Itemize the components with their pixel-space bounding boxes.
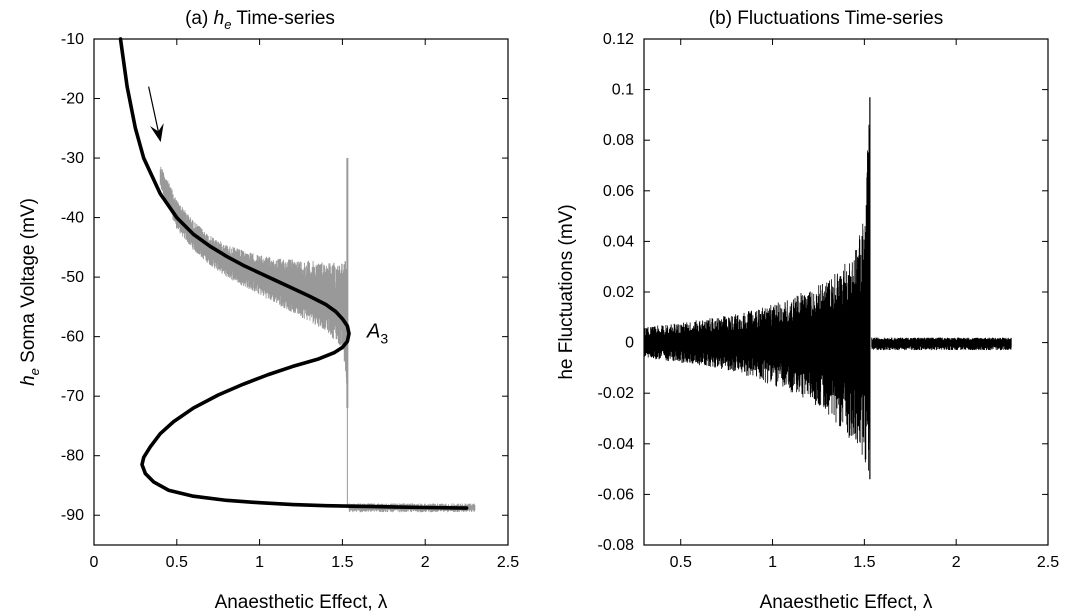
y-tick-label: -60 — [61, 329, 84, 346]
y-tick-label: -0.06 — [598, 486, 635, 503]
x-axis-label-b: Anaesthetic Effect, λ — [760, 592, 933, 613]
y-tick-label: -90 — [61, 507, 84, 524]
ticks-b: 0.5 1 1.5 2 2.5 0.12 0.1 0.08 0.06 0.04 0.02 0 -0.02… — [598, 31, 1060, 571]
y-tick-label: -0.08 — [598, 537, 635, 554]
y-tick-label: 0.1 — [612, 82, 634, 99]
y-axis-label-a: he Soma Voltage (mV) — [18, 198, 42, 386]
x-tick-label: 1.5 — [331, 554, 353, 571]
fluctuation-series — [643, 124, 871, 471]
y-tick-label: -0.04 — [598, 436, 635, 453]
x-tick-label: 2 — [952, 554, 961, 571]
x-axis-label-a: Anaesthetic Effect, λ — [215, 592, 388, 613]
y-tick-label: -70 — [61, 388, 84, 405]
annotation-a3: A3 — [366, 321, 388, 347]
y-tick-label: 0.08 — [603, 132, 634, 149]
y-tick-label: 0.02 — [603, 284, 634, 301]
y-tick-label: -10 — [61, 31, 84, 48]
y-tick-label: 0.06 — [603, 183, 634, 200]
equilibrium-curve — [118, 37, 469, 510]
plot-area-a — [118, 37, 476, 513]
y-tick-label: 0 — [625, 335, 634, 352]
panel-a-title: (a) he Time-series — [185, 8, 335, 32]
x-tick-label: 0 — [90, 554, 99, 571]
x-tick-label: 1 — [255, 554, 264, 571]
x-tick-label: 1 — [768, 554, 777, 571]
x-tick-label: 0.5 — [166, 554, 188, 571]
x-tick-label: 2.5 — [497, 554, 519, 571]
fluctuation-tail — [871, 337, 1012, 351]
x-tick-label: 2.5 — [1037, 554, 1059, 571]
y-tick-label: -40 — [61, 210, 84, 227]
x-tick-label: 0.5 — [670, 554, 692, 571]
axes-frame-a — [93, 38, 509, 546]
y-tick-label: -50 — [61, 269, 84, 286]
panel-a: (a) he Time-series 0 0.5 1 1.5 2 2.5 -10 -20 -30… — [18, 8, 519, 613]
y-tick-label: -0.02 — [598, 385, 635, 402]
panel-b: (b) Fluctuations Time-series 0.5 1 1.5 2 2.5… — [556, 8, 1059, 613]
ticks-a: 0 0.5 1 1.5 2 2.5 -10 -20 -30 -40 -50 -60 -70 -80 -90 — [61, 31, 519, 571]
y-tick-label: -20 — [61, 91, 84, 108]
x-tick-label: 2 — [421, 554, 430, 571]
plot-area-b — [643, 97, 1012, 480]
y-tick-label: 0.04 — [603, 233, 634, 250]
x-tick-label: 1.5 — [853, 554, 875, 571]
y-tick-label: 0.12 — [603, 31, 634, 48]
arrow-shaft — [148, 86, 161, 141]
panel-b-title: (b) Fluctuations Time-series — [709, 8, 943, 29]
arrow-head — [150, 123, 164, 143]
noisy-series-band — [159, 166, 348, 390]
y-axis-label-b: he Fluctuations (mV) — [556, 204, 577, 379]
y-tick-label: -80 — [61, 448, 84, 465]
y-tick-label: -30 — [61, 150, 84, 167]
